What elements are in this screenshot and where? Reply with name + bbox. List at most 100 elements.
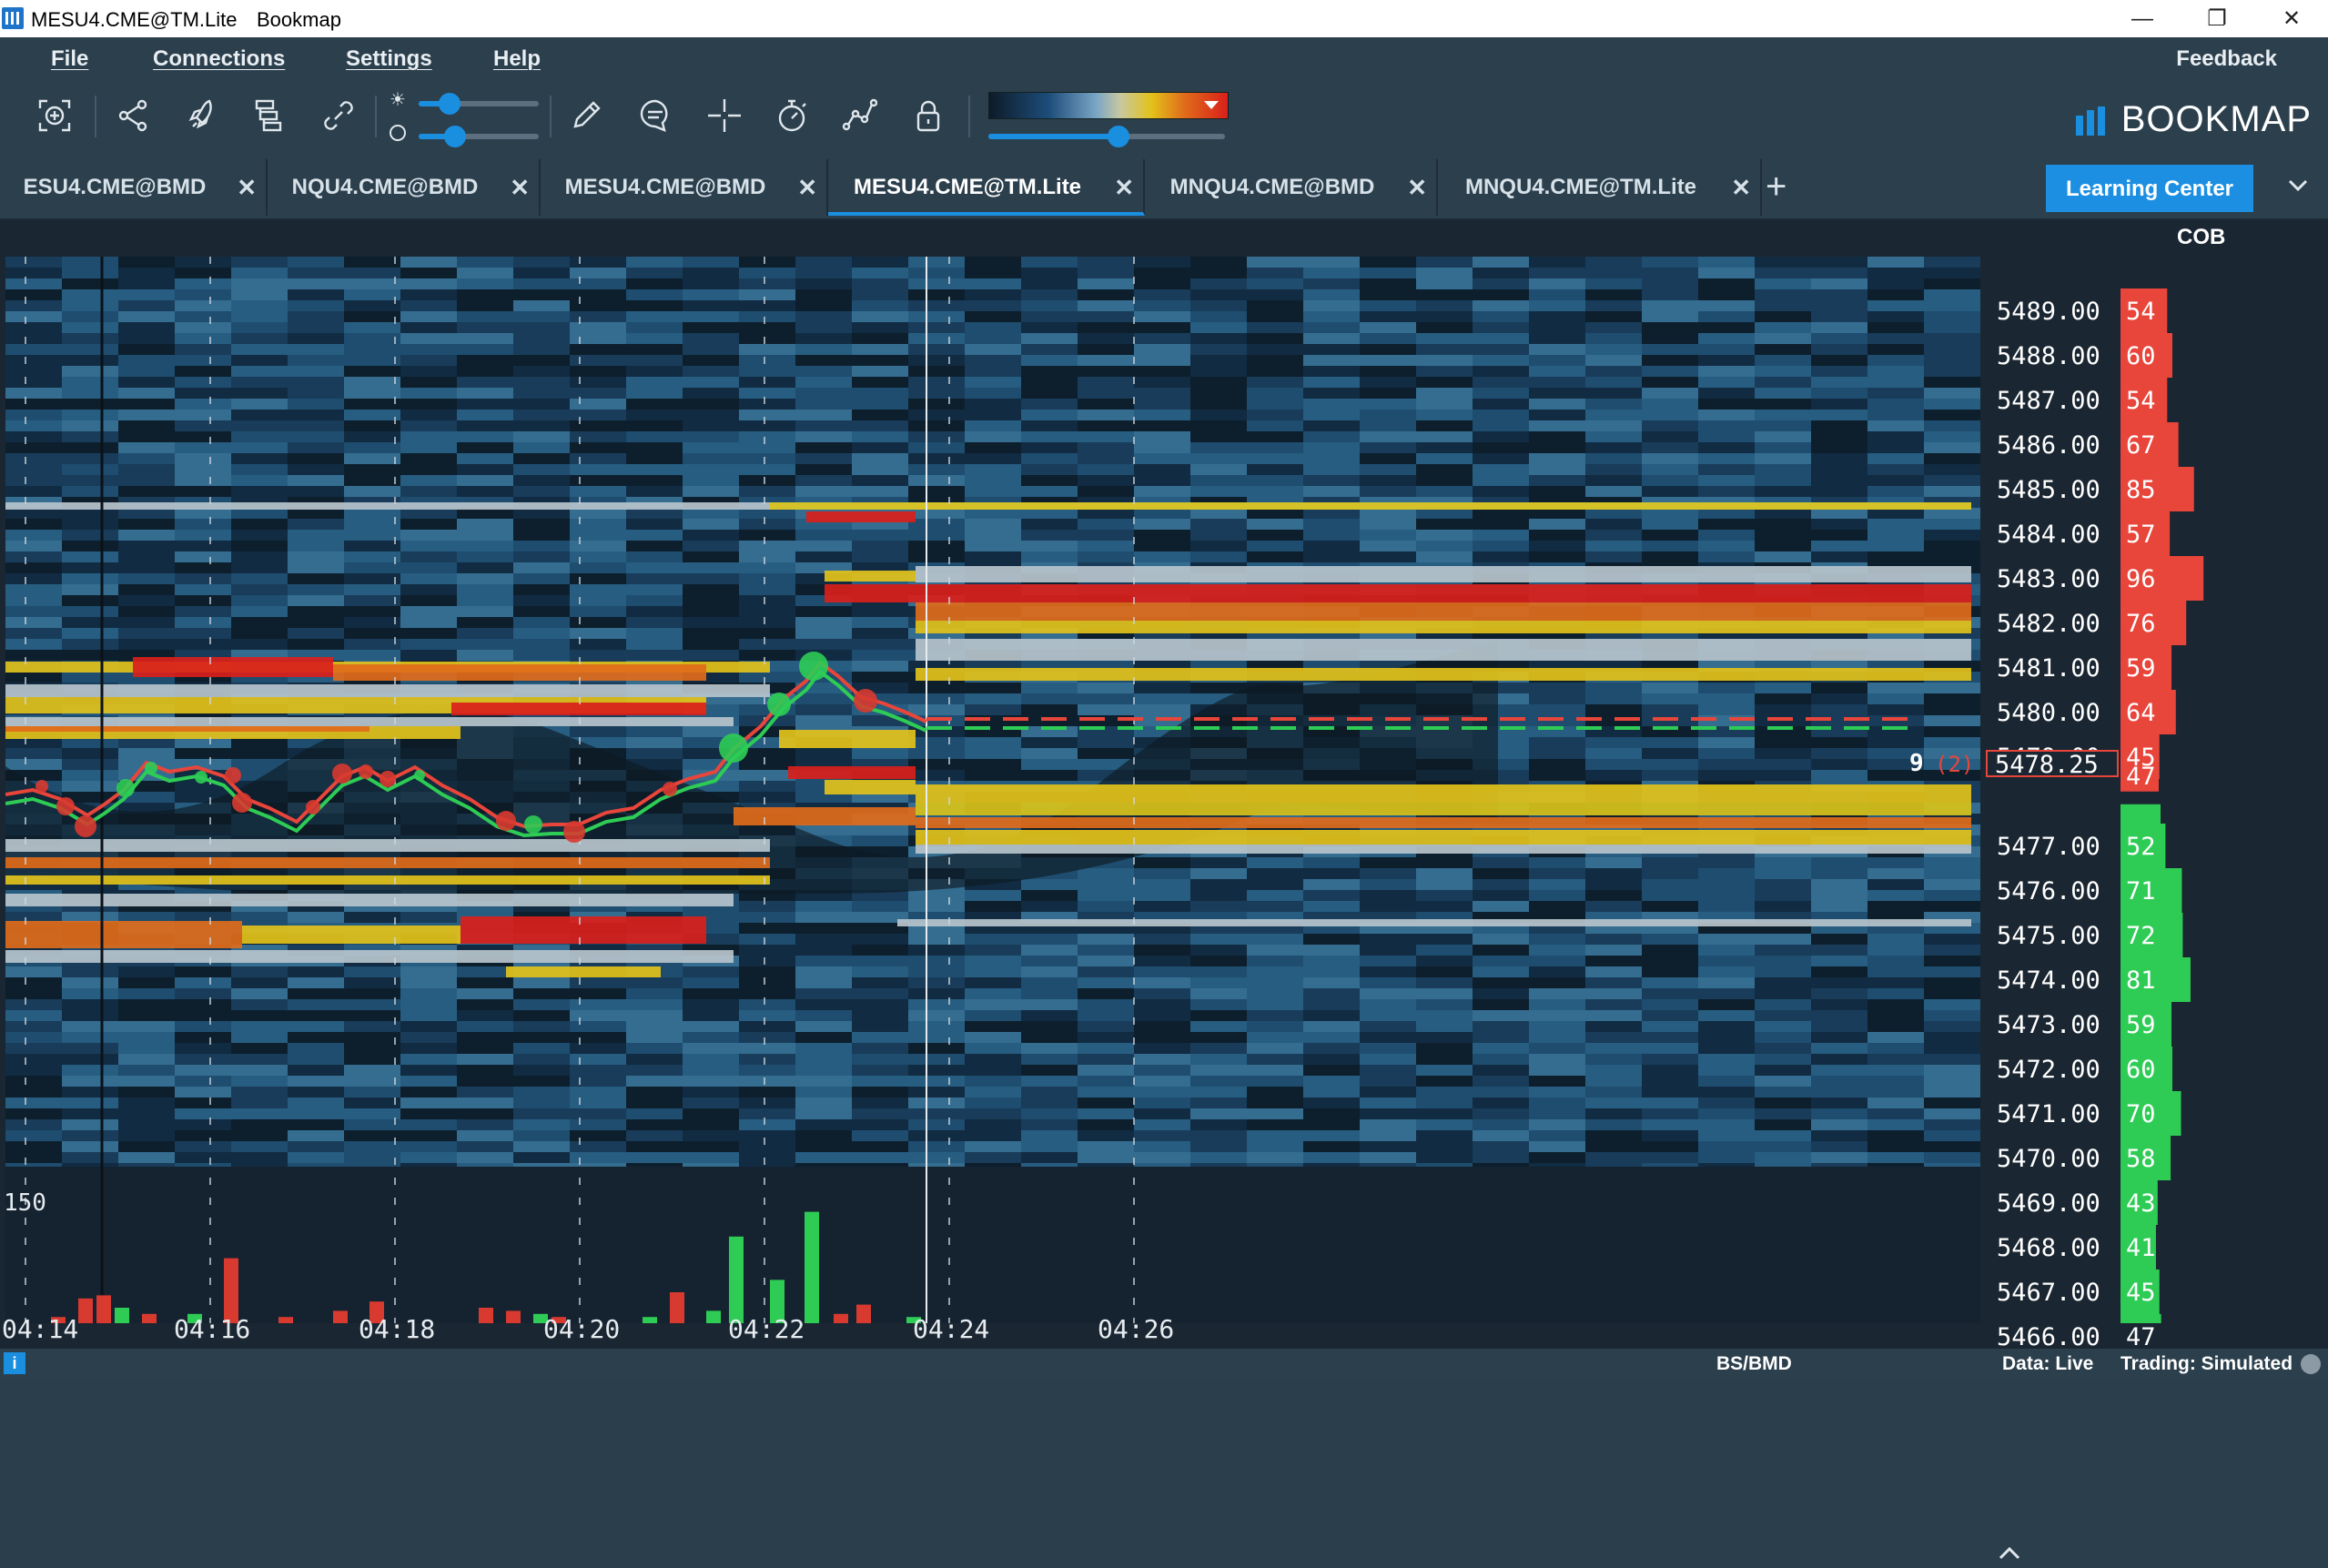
chevron-up-icon[interactable]	[1997, 1542, 2022, 1563]
heatmap-cell	[1811, 1087, 1867, 1098]
tab-mnqu4-tm-lite[interactable]: MNQU4.CME@TM.Lite ✕	[1438, 159, 1762, 216]
heatmap-cell	[1924, 1032, 1980, 1043]
heatmap-cell	[62, 268, 118, 278]
heatmap-cell	[513, 977, 570, 988]
share-icon[interactable]	[115, 97, 151, 134]
heatmap-cell	[457, 977, 513, 988]
tab-esu4-bmd[interactable]: ESU4.CME@BMD ✕	[0, 159, 268, 216]
heatmap-cell	[1811, 475, 1867, 486]
indicator-icon[interactable]	[841, 97, 878, 134]
heatmap-cell	[908, 268, 965, 278]
rocket-icon[interactable]	[184, 97, 220, 134]
heatmap-cell	[1867, 1043, 1924, 1054]
heatmap-chart[interactable]	[5, 257, 1980, 1323]
zoom-fit-icon[interactable]	[36, 97, 73, 134]
heatmap-cell	[231, 628, 288, 639]
heatmap-cell	[118, 1119, 175, 1130]
restore-button[interactable]: ❐	[2207, 6, 2227, 31]
heatmap-cell	[1529, 1032, 1585, 1043]
heatmap-cell	[1190, 453, 1247, 464]
stopwatch-icon[interactable]	[774, 97, 810, 134]
heatmap-cell	[626, 431, 683, 442]
heatmap-cell	[1416, 442, 1473, 453]
pencil-icon[interactable]	[568, 97, 604, 134]
close-icon[interactable]: ✕	[1114, 174, 1134, 201]
brightness-slider-knob[interactable]	[439, 93, 461, 115]
heatmap-cell	[795, 442, 852, 453]
heatmap-cell	[1190, 683, 1247, 693]
cob-histogram	[2121, 288, 2204, 1323]
crosshair-icon[interactable]	[706, 97, 743, 134]
liquidity-band	[916, 803, 1971, 815]
heatmap-cell	[1021, 420, 1078, 431]
heatmap-cell	[852, 1010, 908, 1021]
menu-connections[interactable]: Connections	[153, 46, 286, 71]
liquidity-band	[779, 730, 916, 748]
heatmap-cell	[795, 934, 852, 945]
tab-mesu4-bmd[interactable]: MESU4.CME@BMD ✕	[541, 159, 828, 216]
heatmap-cell	[1473, 541, 1529, 551]
heatmap-cell	[344, 300, 400, 311]
heatmap-cell	[626, 999, 683, 1010]
add-tab-button[interactable]: +	[1766, 167, 1787, 207]
heatmap-cell	[1247, 977, 1303, 988]
heatmap-cell	[570, 442, 626, 453]
close-button[interactable]: ✕	[2282, 6, 2302, 31]
learning-center-button[interactable]: Learning Center	[2046, 165, 2253, 212]
heatmap-cell	[1867, 1065, 1924, 1076]
contrast-slider[interactable]	[419, 126, 539, 147]
chat-icon[interactable]	[637, 97, 673, 134]
menu-file[interactable]: File	[51, 46, 89, 71]
heatmap-cell	[1698, 257, 1755, 268]
tab-mesu4-tm-lite[interactable]: MESU4.CME@TM.Lite ✕	[828, 159, 1145, 216]
heatmap-range-slider-knob[interactable]	[1108, 126, 1129, 147]
close-icon[interactable]: ✕	[797, 174, 817, 201]
heatmap-color-select[interactable]	[988, 92, 1229, 119]
menu-settings[interactable]: Settings	[346, 46, 432, 71]
heatmap-range-slider[interactable]	[988, 126, 1225, 147]
heatmap-cell	[908, 977, 965, 988]
info-icon[interactable]: i	[4, 1352, 25, 1374]
heatmap-cell	[1698, 1076, 1755, 1087]
heatmap-cell	[1021, 988, 1078, 999]
heatmap-cell	[570, 519, 626, 530]
close-icon[interactable]: ✕	[1731, 174, 1751, 201]
heatmap-cell	[1529, 1130, 1585, 1141]
heatmap-cell	[1529, 311, 1585, 322]
price-level: 5467.00	[1997, 1279, 2100, 1307]
tab-nqu4-bmd[interactable]: NQU4.CME@BMD ✕	[268, 159, 541, 216]
heatmap-cell	[795, 704, 852, 715]
heatmap-cell	[1529, 1152, 1585, 1163]
heatmap-cell	[288, 912, 344, 923]
heatmap-cell	[288, 977, 344, 988]
heatmap-cell	[1190, 486, 1247, 497]
heatmap-cell	[1529, 366, 1585, 377]
layers-icon[interactable]	[251, 97, 288, 134]
brightness-slider[interactable]	[419, 93, 539, 115]
heatmap-cell	[62, 562, 118, 573]
heatmap-cell	[683, 1076, 739, 1087]
minimize-button[interactable]: —	[2131, 6, 2153, 31]
heatmap-cell	[1134, 453, 1190, 464]
contrast-slider-knob[interactable]	[444, 126, 466, 147]
menu-help[interactable]: Help	[493, 46, 542, 71]
heatmap-cell	[1134, 879, 1190, 890]
close-icon[interactable]: ✕	[510, 174, 530, 201]
cob-ask-size: 57	[2126, 521, 2156, 549]
heatmap-cell	[62, 977, 118, 988]
heatmap-cell	[513, 377, 570, 388]
heatmap-cell	[1473, 945, 1529, 956]
heatmap-cell	[1021, 737, 1078, 748]
heatmap-cell	[1416, 1119, 1473, 1130]
chevron-down-icon[interactable]	[2284, 172, 2312, 199]
heatmap-cell	[1247, 879, 1303, 890]
lock-icon[interactable]	[910, 97, 946, 134]
heatmap-cell	[1247, 1032, 1303, 1043]
link-icon[interactable]	[320, 97, 357, 134]
close-icon[interactable]: ✕	[237, 174, 257, 201]
feedback-link[interactable]: Feedback	[2176, 46, 2277, 71]
close-icon[interactable]: ✕	[1407, 174, 1427, 201]
tab-mnqu4-bmd[interactable]: MNQU4.CME@BMD ✕	[1145, 159, 1438, 216]
heatmap-cell	[1585, 945, 1642, 956]
heatmap-cell	[400, 333, 457, 344]
